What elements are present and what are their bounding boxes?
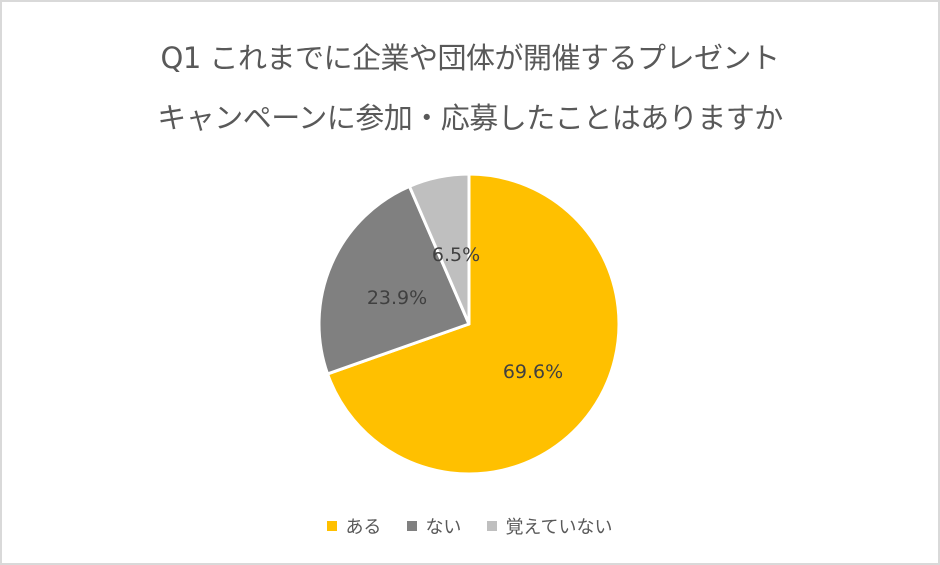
legend-swatch-oboeteinai (487, 521, 498, 531)
data-label-nai: 23.9% (367, 287, 427, 309)
pie-slice-oboeteinai (407, 172, 471, 326)
data-label-oboeteinai: 6.5% (432, 244, 480, 266)
data-label-aru: 69.6% (503, 361, 563, 383)
legend-item-aru: ある (327, 513, 381, 539)
legend-swatch-aru (327, 521, 338, 531)
legend-label-oboeteinai: 覚えていない (505, 517, 613, 538)
pie-slice-aru (326, 172, 621, 476)
pie-slices (317, 172, 621, 476)
legend-item-oboeteinai: 覚えていない (487, 513, 613, 539)
legend-label-aru: ある (345, 517, 382, 538)
legend-item-nai: ない (407, 513, 461, 539)
legend-swatch-nai (407, 521, 418, 531)
chart-title-line2: キャンペーンに参加・応募したことはありますか (157, 101, 783, 135)
legend: ある ない 覚えていない (2, 513, 938, 539)
pie-slice-nai (317, 184, 471, 376)
legend-label-nai: ない (425, 517, 462, 538)
chart-title-line1: Q1 これまでに企業や団体が開催するプレゼント (160, 41, 781, 75)
